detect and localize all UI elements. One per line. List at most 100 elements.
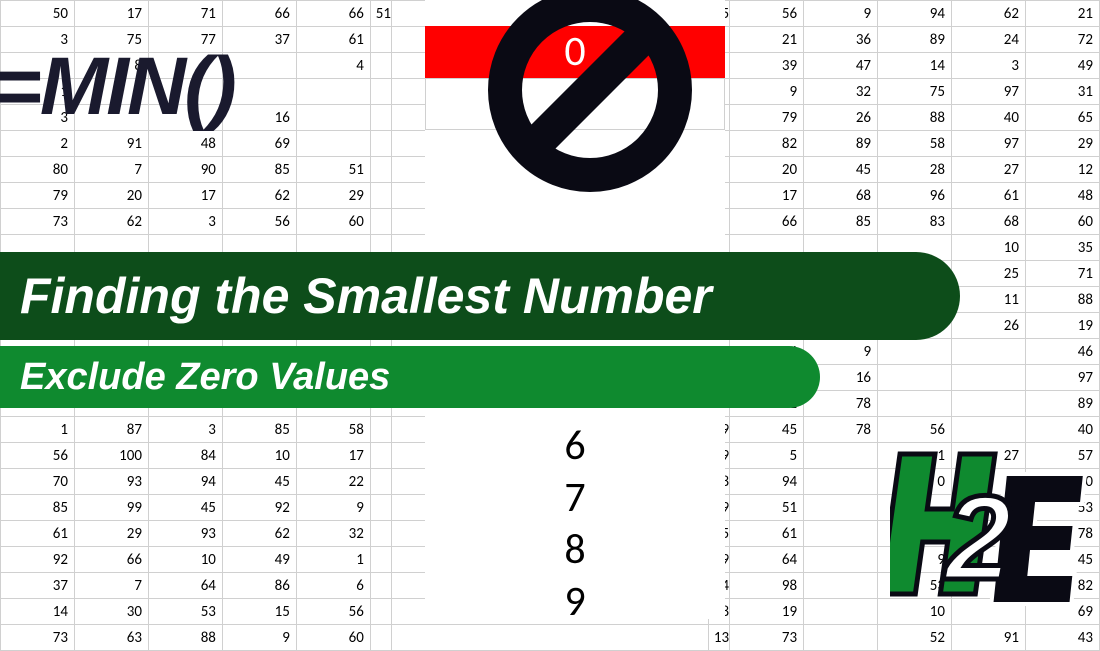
cell: 92: [1, 547, 75, 573]
subtitle-text: Exclude Zero Values: [20, 356, 390, 399]
cell: 15: [222, 599, 296, 625]
cell: 56: [730, 1, 804, 27]
cell: 89: [878, 27, 952, 53]
cell: 78: [804, 391, 878, 417]
cell: 17: [730, 183, 804, 209]
cell: 40: [952, 105, 1026, 131]
cell: 19: [730, 599, 804, 625]
cell: 94: [730, 469, 804, 495]
cell: 45: [804, 157, 878, 183]
cell: 89: [1025, 391, 1099, 417]
cell: 80: [1, 157, 75, 183]
cell: [370, 53, 391, 79]
cell: 9: [222, 625, 296, 651]
cell: 26: [952, 313, 1026, 339]
cell: 60: [1025, 209, 1099, 235]
cell: 63: [74, 625, 148, 651]
cell: 93: [148, 521, 222, 547]
cell: 56: [878, 417, 952, 443]
cell: 20: [730, 157, 804, 183]
cell: 5: [730, 443, 804, 469]
cell: [370, 625, 391, 651]
cell: 73: [1, 209, 75, 235]
cell: 50: [1, 1, 75, 27]
cell: 58: [296, 417, 370, 443]
cell: [370, 469, 391, 495]
cell: 7: [74, 573, 148, 599]
cell: 60: [296, 209, 370, 235]
cell: 9: [296, 495, 370, 521]
cell: 29: [74, 521, 148, 547]
cell: 28: [878, 157, 952, 183]
cell: 32: [804, 79, 878, 105]
cell: 88: [878, 105, 952, 131]
cell: 9: [804, 1, 878, 27]
cell: 1: [1, 417, 75, 443]
cell: 3: [148, 209, 222, 235]
cell: 51: [296, 157, 370, 183]
cell: [296, 79, 370, 105]
cell: 21: [1025, 1, 1099, 27]
cell: [952, 391, 1026, 417]
cell: 87: [74, 417, 148, 443]
cell: 17: [74, 1, 148, 27]
title-banner: Finding the Smallest Number: [0, 252, 960, 340]
cell: 61: [1, 521, 75, 547]
mid-number: 8: [425, 524, 725, 576]
cell: 66: [222, 1, 296, 27]
cell: [296, 105, 370, 131]
cell: 35: [1025, 235, 1099, 261]
cell: 94: [878, 1, 952, 27]
cell: 1: [296, 547, 370, 573]
h2e-logo: 2: [890, 444, 1090, 619]
cell: [804, 521, 878, 547]
cell: 51: [370, 1, 391, 27]
mid-number: 9: [425, 576, 725, 628]
cell: [804, 625, 878, 651]
cell: 93: [74, 469, 148, 495]
cell: 29: [296, 183, 370, 209]
cell: 39: [730, 53, 804, 79]
cell: [370, 157, 391, 183]
cell: 85: [222, 157, 296, 183]
cell: [952, 339, 1026, 365]
cell: 75: [878, 79, 952, 105]
cell: 61: [730, 521, 804, 547]
cell: 56: [222, 209, 296, 235]
cell: [370, 105, 391, 131]
cell: 99: [74, 495, 148, 521]
cell: 86: [222, 573, 296, 599]
cell: 2: [1, 131, 75, 157]
cell: [370, 27, 391, 53]
mid-number: 6: [425, 420, 725, 472]
cell: 17: [148, 183, 222, 209]
cell: 79: [730, 105, 804, 131]
cell: [370, 573, 391, 599]
cell: 62: [74, 209, 148, 235]
cell: [804, 599, 878, 625]
cell: [804, 443, 878, 469]
cell: 26: [804, 105, 878, 131]
cell: 32: [296, 521, 370, 547]
cell: 14: [878, 53, 952, 79]
cell: 49: [1025, 53, 1099, 79]
cell: 10: [148, 547, 222, 573]
cell: 98: [730, 573, 804, 599]
cell: [878, 339, 952, 365]
cell: 49: [222, 547, 296, 573]
cell: [370, 417, 391, 443]
cell: 29: [1025, 131, 1099, 157]
cell: 51: [730, 495, 804, 521]
cell: 73: [1, 625, 75, 651]
cell: 68: [952, 209, 1026, 235]
cell: 96: [878, 183, 952, 209]
cell: 64: [730, 547, 804, 573]
cell: 64: [148, 573, 222, 599]
cell: [296, 131, 370, 157]
cell: 47: [804, 53, 878, 79]
cell: 37: [1, 573, 75, 599]
cell: 88: [1025, 287, 1099, 313]
cell: 43: [1025, 625, 1099, 651]
center-mid-numbers: 6 7 8 9: [425, 400, 725, 628]
cell: 11: [952, 287, 1026, 313]
